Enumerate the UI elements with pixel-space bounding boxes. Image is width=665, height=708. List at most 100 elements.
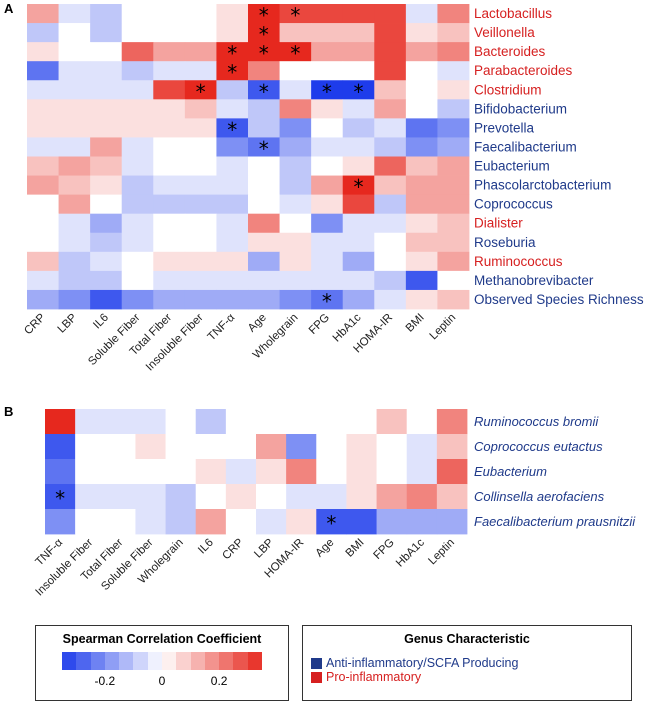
heatmap-cell: [58, 23, 91, 43]
heatmap-cell: [195, 434, 227, 460]
genus-legend-title: Genus Characteristic: [404, 632, 530, 646]
heatmap-cell: [248, 270, 280, 291]
row-label: Lactobacillus: [474, 6, 552, 21]
heatmap-cell: [437, 270, 470, 291]
heatmap-cell: [342, 213, 375, 234]
heatmap-cell: [279, 99, 312, 119]
heatmap-cell: [279, 270, 312, 291]
heatmap-cell: [311, 137, 344, 157]
heatmap-cell: [90, 99, 123, 119]
significance-star: *: [227, 42, 237, 66]
row-label: Roseburia: [474, 235, 536, 250]
heatmap-cell: [153, 289, 186, 310]
heatmap-cell: [58, 175, 91, 196]
heatmap-cell: [346, 509, 377, 535]
heatmap-cell: [184, 4, 217, 24]
heatmap-cell: [437, 118, 470, 138]
heatmap-cell: [184, 42, 217, 62]
heatmap-cell: [286, 484, 317, 510]
heatmap-cell: [27, 270, 59, 291]
pro-label: Pro-inflammatory: [326, 670, 422, 684]
heatmap-cell: [90, 4, 123, 24]
heatmap-cell: [248, 289, 280, 310]
heatmap-cell: [311, 175, 344, 196]
significance-star: *: [196, 80, 206, 104]
heatmap-cell: [135, 434, 166, 460]
heatmap-cell: [437, 99, 470, 119]
correlation-legend: Spearman Correlation Coefficient -0.2 0 0.…: [35, 625, 289, 701]
heatmap-cell: [436, 434, 468, 460]
column-label: Age: [314, 537, 337, 560]
heatmap-cell: [153, 137, 186, 157]
heatmap-cell: [58, 80, 91, 100]
heatmap-cell: [105, 484, 136, 510]
heatmap-cell: [342, 270, 375, 291]
row-label: Ruminococcus bromii: [474, 414, 599, 429]
heatmap-cell: [165, 484, 197, 510]
heatmap-cell: [405, 270, 438, 291]
heatmap-cell: [248, 23, 280, 43]
heatmap-cell: [184, 194, 217, 215]
heatmap-cell: [342, 156, 375, 176]
heatmap-cell: [437, 156, 470, 176]
heatmap-cell: [216, 289, 249, 310]
scale-tick-label: 0: [158, 674, 166, 688]
heatmap-cell: [58, 270, 91, 291]
heatmap-cell: [311, 42, 344, 62]
heatmap-cell: [405, 251, 438, 272]
heatmap-cell: [27, 80, 59, 100]
heatmap-cell: [58, 137, 91, 157]
heatmap-cell: [184, 213, 217, 234]
heatmap-cell: [58, 99, 91, 119]
heatmap-cell: [342, 80, 375, 100]
heatmap-cell: [279, 156, 312, 176]
heatmap-cell: [58, 4, 91, 24]
heatmap-cell: [342, 251, 375, 272]
heatmap-cell: [405, 4, 438, 24]
heatmap-cell: [121, 232, 154, 253]
heatmap-cell: [374, 23, 407, 43]
heatmap-cell: [225, 459, 257, 485]
column-label: CRP: [220, 536, 246, 562]
heatmap-cell: [121, 213, 154, 234]
heatmap-cell: [437, 23, 470, 43]
heatmap-cell: [121, 156, 154, 176]
heatmap-cell: [248, 175, 280, 196]
heatmap-cell: [90, 80, 123, 100]
heatmap-cell: [311, 251, 344, 272]
heatmap-cell: [376, 484, 408, 510]
heatmap-cell: [256, 459, 287, 485]
heatmap-cell: [90, 137, 123, 157]
heatmap-cell: [184, 289, 217, 310]
heatmap-cell: [437, 232, 470, 253]
heatmap-cell: [279, 61, 312, 81]
heatmap-cell: [27, 194, 59, 215]
heatmap-cell: [216, 118, 249, 138]
row-label: Coprococcus: [474, 197, 553, 212]
heatmap-cell: [248, 99, 280, 119]
heatmap-cell: [216, 194, 249, 215]
heatmap-cell: [153, 270, 186, 291]
heatmap-cell: [376, 459, 408, 485]
heatmap-cell: [279, 232, 312, 253]
heatmap-cell: [256, 409, 287, 435]
heatmap-cell: [316, 459, 347, 485]
heatmap-cell: [90, 118, 123, 138]
heatmap-cell: [437, 213, 470, 234]
column-label: Leptin: [428, 312, 459, 343]
scale-swatch: [161, 652, 177, 670]
heatmap-cell: [316, 509, 347, 535]
row-label: Parabacteroides: [474, 63, 573, 78]
heatmap-cell: [58, 118, 91, 138]
heatmap-cell: [279, 137, 312, 157]
heatmap-cell: [90, 270, 123, 291]
panel-a-label: A: [4, 1, 14, 16]
heatmap-cell: [311, 4, 344, 24]
row-label: Veillonella: [474, 25, 535, 40]
scale-swatch: [90, 652, 105, 670]
heatmap-cell: [75, 459, 106, 485]
heatmap-cell: [406, 409, 438, 435]
heatmap-cell: [90, 23, 123, 43]
heatmap-cell: [286, 434, 317, 460]
column-label: HbA1c: [394, 536, 427, 569]
